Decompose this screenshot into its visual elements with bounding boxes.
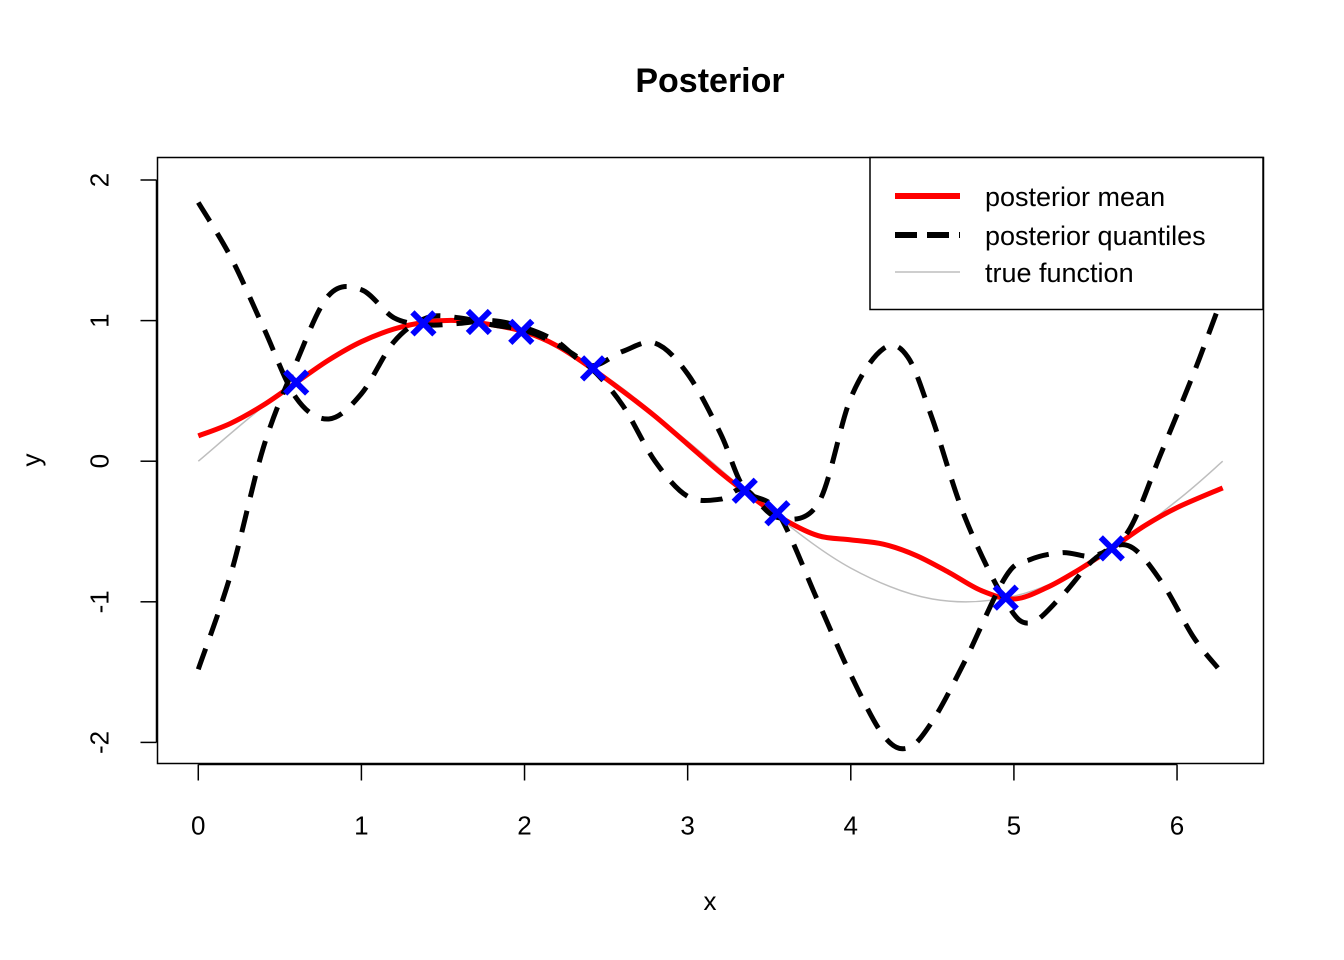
observation-stroke <box>731 477 758 504</box>
y-tick-label: -1 <box>85 590 115 613</box>
y-tick-label: 1 <box>85 313 115 327</box>
posterior-mean-line <box>197 317 1224 602</box>
x-axis: 0 1 2 3 4 5 6 <box>191 763 1184 841</box>
observation-point <box>731 477 758 504</box>
y-tick-label: 0 <box>85 454 115 468</box>
legend-label-true-function: true function <box>985 258 1134 288</box>
legend: posterior mean posterior quantiles true … <box>869 156 1264 311</box>
observation-point <box>508 318 535 345</box>
posterior-lower-quantile-line <box>195 284 1221 752</box>
series-layer <box>195 201 1224 752</box>
posterior-upper-quantile-line <box>196 201 1220 670</box>
legend-label-posterior-mean: posterior mean <box>985 182 1165 212</box>
observation-point <box>764 500 791 527</box>
observation-stroke <box>465 308 492 336</box>
observation-stroke <box>764 500 791 527</box>
x-tick-label: 5 <box>1007 811 1021 841</box>
x-tick-label: 4 <box>844 811 858 841</box>
observation-stroke <box>283 369 310 396</box>
x-tick-label: 6 <box>1170 811 1184 841</box>
observation-point <box>465 308 492 336</box>
observation-point <box>1098 535 1125 562</box>
y-axis-label: y <box>16 454 46 467</box>
legend-label-posterior-quantiles: posterior quantiles <box>985 221 1206 251</box>
x-tick-label: 1 <box>354 811 368 841</box>
plot-frame <box>156 156 1265 765</box>
observation-stroke <box>508 318 535 345</box>
y-axis: -2 -1 0 1 2 <box>85 173 158 754</box>
x-tick-label: 3 <box>680 811 694 841</box>
observation-point <box>992 584 1019 611</box>
chart-title: Posterior <box>635 62 784 100</box>
x-tick-label: 2 <box>517 811 531 841</box>
y-tick-label: 2 <box>85 173 115 187</box>
y-tick-label: -2 <box>85 731 115 754</box>
observation-stroke <box>410 310 437 337</box>
x-tick-label: 0 <box>191 811 205 841</box>
observations-layer <box>283 308 1125 611</box>
observation-stroke <box>579 355 607 382</box>
observation-point <box>410 310 437 337</box>
observation-stroke <box>1098 535 1125 562</box>
observation-point <box>579 355 607 382</box>
observation-point <box>283 369 310 396</box>
observation-stroke <box>992 584 1019 611</box>
x-axis-label: x <box>704 886 717 916</box>
